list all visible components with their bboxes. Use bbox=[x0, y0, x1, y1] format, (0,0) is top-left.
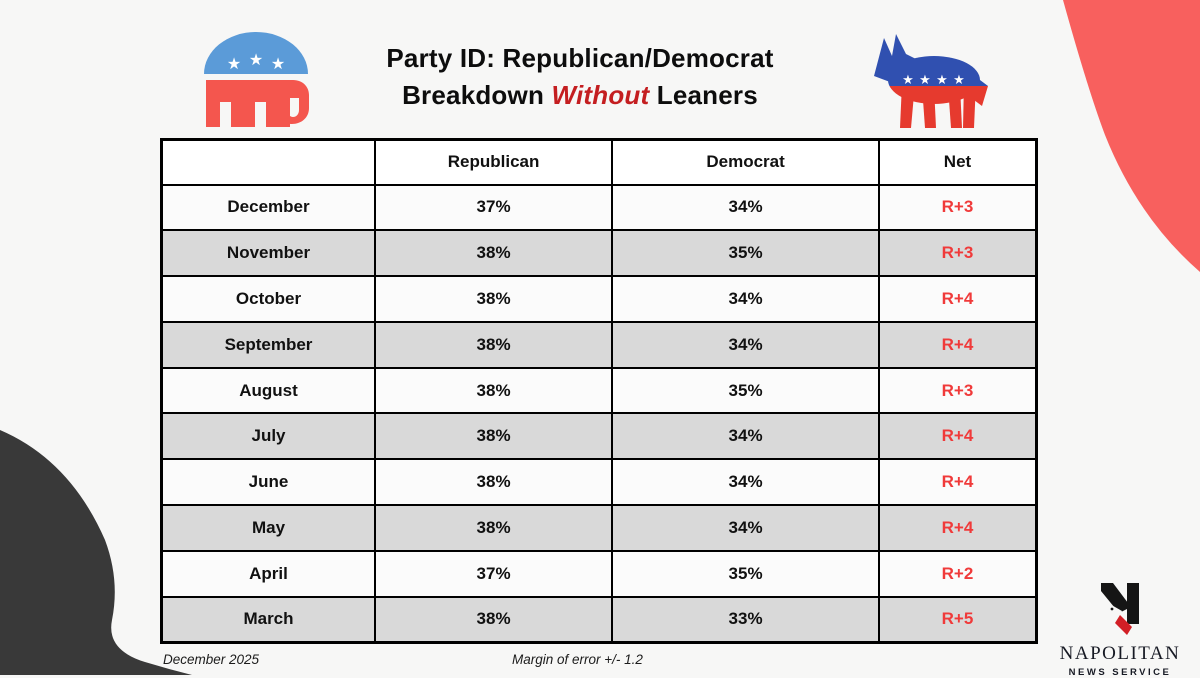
republican-cell: 38% bbox=[373, 320, 614, 369]
net-cell: R+5 bbox=[878, 595, 1038, 644]
table-header: Republican Democrat Net bbox=[160, 138, 1038, 186]
republican-cell: 38% bbox=[373, 366, 614, 415]
title-line-2: Breakdown Without Leaners bbox=[402, 80, 758, 110]
footer-date: December 2025 bbox=[163, 652, 260, 667]
republican-cell: 38% bbox=[373, 595, 614, 644]
header-democrat: Democrat bbox=[611, 138, 880, 186]
republican-cell: 37% bbox=[373, 183, 614, 232]
table-row: October 38% 34% R+4 bbox=[160, 275, 1038, 323]
table-row: September 38% 34% R+4 bbox=[160, 320, 1038, 369]
header-net: Net bbox=[878, 138, 1038, 186]
month-cell: July bbox=[160, 412, 376, 461]
svg-text:★: ★ bbox=[919, 73, 931, 88]
net-cell: R+4 bbox=[878, 275, 1038, 323]
republican-cell: 38% bbox=[373, 412, 614, 461]
svg-text:★: ★ bbox=[936, 73, 948, 88]
month-cell: August bbox=[160, 366, 376, 415]
table-row: March 38% 33% R+5 bbox=[160, 595, 1038, 644]
footer-margin-of-error: Margin of error +/- 1.2 bbox=[512, 652, 643, 667]
democrat-cell: 34% bbox=[611, 275, 880, 323]
table-row: December 37% 34% R+3 bbox=[160, 183, 1038, 232]
republican-cell: 38% bbox=[373, 229, 614, 278]
svg-text:★: ★ bbox=[227, 54, 241, 73]
month-cell: September bbox=[160, 320, 376, 369]
net-cell: R+4 bbox=[878, 504, 1038, 552]
month-cell: May bbox=[160, 504, 376, 552]
table-row: May 38% 34% R+4 bbox=[160, 504, 1038, 552]
corner-blob-top-right bbox=[1063, 0, 1200, 272]
democrat-cell: 35% bbox=[611, 229, 880, 278]
table-header-row: Republican Democrat Net bbox=[160, 138, 1038, 186]
title-highlight: Without bbox=[551, 80, 650, 110]
brand-block: NAPOLITAN NEWS SERVICE bbox=[1052, 583, 1188, 678]
svg-text:★: ★ bbox=[271, 54, 285, 73]
svg-text:★: ★ bbox=[902, 73, 914, 88]
net-cell: R+4 bbox=[878, 320, 1038, 369]
svg-text:★: ★ bbox=[249, 50, 263, 69]
net-cell: R+2 bbox=[878, 549, 1038, 598]
republican-cell: 38% bbox=[373, 275, 614, 323]
republican-cell: 37% bbox=[373, 549, 614, 598]
table-row: November 38% 35% R+3 bbox=[160, 229, 1038, 278]
brand-name: NAPOLITAN bbox=[1059, 643, 1181, 664]
month-cell: June bbox=[160, 458, 376, 507]
democrat-cell: 35% bbox=[611, 549, 880, 598]
napolitan-eagle-n-icon bbox=[1101, 583, 1139, 635]
republican-cell: 38% bbox=[373, 504, 614, 552]
month-cell: November bbox=[160, 229, 376, 278]
table-row: August 38% 35% R+3 bbox=[160, 366, 1038, 415]
democrat-cell: 34% bbox=[611, 320, 880, 369]
democrat-cell: 35% bbox=[611, 366, 880, 415]
table-row: July 38% 34% R+4 bbox=[160, 412, 1038, 461]
table-row: June 38% 34% R+4 bbox=[160, 458, 1038, 507]
net-cell: R+3 bbox=[878, 183, 1038, 232]
table-body: December 37% 34% R+3 November 38% 35% R+… bbox=[160, 183, 1038, 644]
net-cell: R+3 bbox=[878, 366, 1038, 415]
month-cell: December bbox=[160, 183, 376, 232]
header-republican: Republican bbox=[373, 138, 614, 186]
democrat-donkey-icon: ★ ★ ★ ★ bbox=[874, 34, 988, 128]
democrat-cell: 34% bbox=[611, 412, 880, 461]
svg-text:★: ★ bbox=[953, 73, 965, 88]
title-line-1: Party ID: Republican/Democrat bbox=[386, 43, 774, 73]
democrat-cell: 34% bbox=[611, 504, 880, 552]
table-row: April 37% 35% R+2 bbox=[160, 549, 1038, 598]
republican-cell: 38% bbox=[373, 458, 614, 507]
democrat-cell: 34% bbox=[611, 458, 880, 507]
month-cell: October bbox=[160, 275, 376, 323]
democrat-cell: 34% bbox=[611, 183, 880, 232]
net-cell: R+4 bbox=[878, 412, 1038, 461]
month-cell: April bbox=[160, 549, 376, 598]
brand-tagline: NEWS SERVICE bbox=[1068, 667, 1172, 678]
democrat-cell: 33% bbox=[611, 595, 880, 644]
page-title: Party ID: Republican/Democrat Breakdown … bbox=[320, 40, 840, 114]
net-cell: R+4 bbox=[878, 458, 1038, 507]
header-month bbox=[160, 138, 376, 186]
party-id-table: Republican Democrat Net December 37% 34%… bbox=[160, 138, 1038, 644]
month-cell: March bbox=[160, 595, 376, 644]
net-cell: R+3 bbox=[878, 229, 1038, 278]
republican-elephant-icon: ★ ★ ★ bbox=[204, 32, 309, 127]
